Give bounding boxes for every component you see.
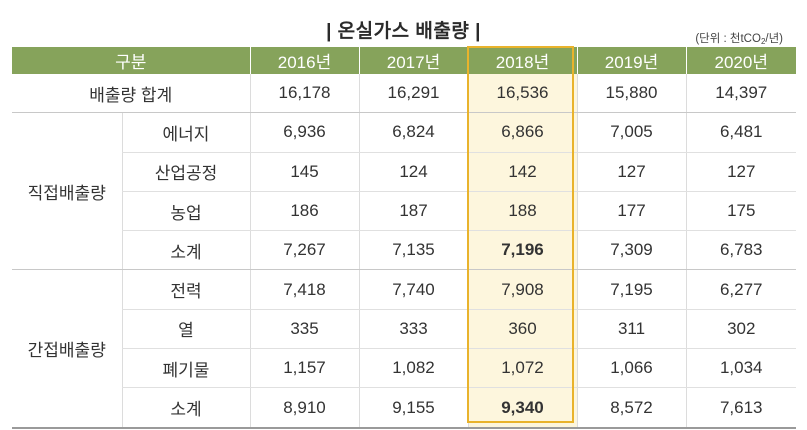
table-row-total: 배출량 합계 16,178 16,291 16,536 15,880 14,39… xyxy=(12,74,796,114)
cell-value: 1,034 xyxy=(685,348,796,389)
table-row-subtotal: 소계 8,910 9,155 9,340 8,572 7,613 xyxy=(12,387,796,429)
cell-value: 302 xyxy=(685,309,796,350)
row-label: 열 xyxy=(121,309,250,350)
cell-value: 1,066 xyxy=(576,348,686,389)
cell-value: 127 xyxy=(576,152,686,192)
cell-value: 16,536 xyxy=(467,74,577,114)
cell-value: 6,277 xyxy=(685,269,796,310)
cell-value: 175 xyxy=(685,191,796,232)
cell-value: 15,880 xyxy=(576,74,686,114)
table-row: 직접배출량 에너지 6,936 6,824 6,866 7,005 6,481 xyxy=(12,112,796,271)
cell-value: 7,740 xyxy=(358,269,468,310)
cell-value: 6,783 xyxy=(685,230,796,271)
cell-value: 1,157 xyxy=(249,348,359,389)
row-label-total: 배출량 합계 xyxy=(12,74,250,114)
cell-value: 6,824 xyxy=(358,112,468,153)
emissions-table: 구분 2016년 2017년 2018년 2019년 2020년 배출량 합계 … xyxy=(12,47,796,429)
cell-value: 9,155 xyxy=(358,387,468,429)
cell-value: 16,291 xyxy=(358,74,468,114)
cell-value: 7,195 xyxy=(576,269,686,310)
row-label-subtotal: 소계 xyxy=(121,230,250,271)
cell-value: 186 xyxy=(249,191,359,232)
unit-subscript: 2 xyxy=(760,37,766,46)
cell-value: 187 xyxy=(358,191,468,232)
cell-value: 333 xyxy=(358,309,468,350)
cell-value: 188 xyxy=(467,191,577,232)
cell-value: 7,005 xyxy=(576,112,686,153)
cell-value: 127 xyxy=(685,152,796,192)
cell-value: 9,340 xyxy=(467,387,577,429)
header-year-2018: 2018년 xyxy=(467,47,577,74)
header-category: 구분 xyxy=(12,47,250,74)
row-label-subtotal: 소계 xyxy=(121,387,250,429)
row-label: 에너지 xyxy=(121,112,250,153)
cell-value: 6,936 xyxy=(249,112,359,153)
cell-value: 311 xyxy=(576,309,686,350)
unit-prefix: (단위 : 천tCO xyxy=(695,33,761,45)
table-row: 농업 186 187 188 177 175 xyxy=(12,191,796,232)
row-label: 농업 xyxy=(121,191,250,232)
cell-value: 6,866 xyxy=(467,112,577,153)
table-row: 열 335 333 360 311 302 xyxy=(12,309,796,350)
table-row: 간접배출량 전력 7,418 7,740 7,908 7,195 6,277 xyxy=(12,269,796,429)
group-label-indirect: 간접배출량 xyxy=(12,269,122,429)
unit-suffix: /년) xyxy=(765,33,783,45)
unit-note: (단위 : 천tCO2/년) xyxy=(695,30,783,46)
cell-value: 7,418 xyxy=(249,269,359,310)
cell-value: 7,267 xyxy=(249,230,359,271)
cell-value: 1,082 xyxy=(358,348,468,389)
cell-value: 1,072 xyxy=(467,348,577,389)
cell-value: 145 xyxy=(249,152,359,192)
row-label: 산업공정 xyxy=(121,152,250,192)
cell-value: 360 xyxy=(467,309,577,350)
cell-value: 7,613 xyxy=(685,387,796,429)
table-row: 폐기물 1,157 1,082 1,072 1,066 1,034 xyxy=(12,348,796,389)
header-row: 구분 2016년 2017년 2018년 2019년 2020년 xyxy=(12,47,796,74)
cell-value: 8,910 xyxy=(249,387,359,429)
cell-value: 7,309 xyxy=(576,230,686,271)
row-label: 전력 xyxy=(121,269,250,310)
cell-value: 124 xyxy=(358,152,468,192)
cell-value: 14,397 xyxy=(685,74,796,114)
cell-value: 6,481 xyxy=(685,112,796,153)
cell-value: 7,196 xyxy=(467,230,577,271)
row-label: 폐기물 xyxy=(121,348,250,389)
header-year-2017: 2017년 xyxy=(358,47,468,74)
cell-value: 16,178 xyxy=(249,74,359,114)
cell-value: 7,908 xyxy=(467,269,577,310)
cell-value: 7,135 xyxy=(358,230,468,271)
table-row-subtotal: 소계 7,267 7,135 7,196 7,309 6,783 xyxy=(12,230,796,271)
header-year-2020: 2020년 xyxy=(685,47,796,74)
table-row: 산업공정 145 124 142 127 127 xyxy=(12,152,796,192)
header-year-2019: 2019년 xyxy=(576,47,686,74)
cell-value: 335 xyxy=(249,309,359,350)
table-title: | 온실가스 배출량 | xyxy=(326,21,481,42)
header-year-2016: 2016년 xyxy=(249,47,359,74)
cell-value: 8,572 xyxy=(576,387,686,429)
cell-value: 142 xyxy=(467,152,577,192)
cell-value: 177 xyxy=(576,191,686,232)
group-label-direct: 직접배출량 xyxy=(12,112,122,271)
